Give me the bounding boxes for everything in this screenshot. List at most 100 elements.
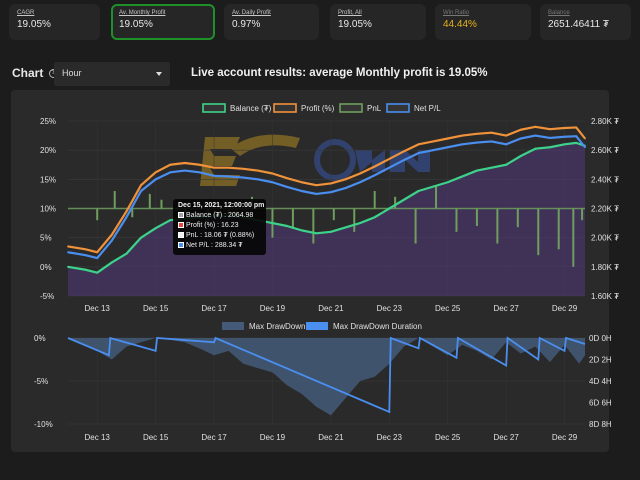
profit-line-point: [403, 150, 405, 153]
balance-line-point: [432, 185, 435, 188]
tooltip-profit-text: Profit (%) : 16.23: [186, 222, 239, 229]
x-tick-label: Dec 29: [552, 304, 578, 313]
profit-line-point: [563, 127, 566, 129]
balance-line-point: [329, 230, 332, 233]
profit-line-point: [584, 137, 586, 140]
y-tick-label-right: 1.60K ₮: [591, 292, 619, 301]
pnl-bar: [394, 196, 397, 209]
stat-value: 0.97%: [232, 19, 261, 30]
x-tick-label: Dec 27: [493, 304, 519, 313]
netpl-line-point: [490, 140, 493, 143]
profit-line-point: [84, 248, 87, 251]
interval-select[interactable]: Hour: [54, 62, 170, 86]
y-tick-label-left: 20%: [40, 146, 56, 155]
netpl-line-point: [359, 181, 361, 184]
profit-line-point: [125, 210, 128, 213]
balance-line-point: [519, 155, 522, 157]
stat-balance[interactable]: Balance 2651.46411 ₮: [540, 4, 631, 40]
x-tick-label: Dec 19: [260, 433, 286, 442]
x-tick-label: Dec 29: [552, 433, 578, 442]
netpl-line-point: [584, 146, 586, 149]
y-tick-label-left: 0%: [40, 263, 52, 272]
profit-line-point: [96, 251, 99, 254]
page-title: Live account results: average Monthly pr…: [191, 67, 488, 79]
stat-win-ratio[interactable]: Win Ratio 44.44%: [435, 4, 531, 40]
x-tick-label: Dec 17: [201, 304, 227, 313]
stat-cagr[interactable]: CAGR 19.05%: [9, 4, 100, 40]
pnl-bar: [291, 208, 294, 229]
legend-swatch: [386, 103, 410, 113]
pnl-bar: [572, 208, 575, 267]
balance-line-point: [505, 163, 508, 166]
balance-line-point: [563, 143, 566, 146]
balance-line-point: [315, 232, 318, 235]
netpl-line-point: [84, 254, 87, 257]
tooltip-row-profit: Profit (%) : 16.23: [178, 221, 261, 231]
drawdown-area: [68, 338, 585, 416]
netpl-line-point: [476, 141, 478, 144]
legend-label: Profit (%): [301, 104, 335, 113]
stat-label: CAGR: [17, 10, 35, 16]
drawdown-duration-line: [67, 336, 586, 414]
balance-line-point: [125, 252, 128, 255]
legend-label: Max DrawDown: [249, 322, 305, 331]
profit-line-point: [300, 181, 303, 184]
x-tick-label: Dec 15: [143, 304, 169, 313]
pnl-bar: [353, 208, 356, 232]
pnl-bar: [435, 185, 438, 209]
balance-line-point: [575, 141, 578, 144]
stat-monthly-profit[interactable]: Av. Monthly Profit 19.05%: [111, 4, 215, 40]
y-tick-label-right: 0D 0H: [589, 334, 612, 343]
profit-line-point: [344, 178, 347, 181]
tooltip-balance-text: Balance (₮) : 2064.98: [186, 212, 254, 219]
profit-line-point: [67, 245, 69, 248]
netpl-line-point: [432, 149, 435, 152]
profit-line-point: [417, 143, 420, 146]
balance-line-point: [403, 198, 405, 201]
netpl-line-point: [198, 171, 201, 174]
y-tick-label-right: 1.80K ₮: [591, 263, 619, 272]
balance-line-point: [344, 226, 347, 229]
pnl-bar: [131, 208, 134, 218]
y-tick-label-right: 2.40K ₮: [591, 175, 619, 184]
legend-swatch: [273, 103, 297, 113]
netpl-line-point: [169, 171, 172, 174]
profit-line-point: [519, 128, 522, 131]
stat-value: 19.05%: [338, 19, 372, 30]
balance-line-point: [286, 225, 288, 227]
profit-line-point: [183, 162, 186, 164]
profit-line-point: [271, 172, 274, 175]
netpl-line-point: [505, 143, 508, 146]
x-tick-label: Dec 17: [201, 433, 227, 442]
balance-line-point: [300, 229, 303, 232]
profit-line-point: [432, 140, 435, 143]
netpl-line-point: [140, 190, 142, 192]
stat-value: 19.05%: [119, 19, 153, 30]
stat-value: 2651.46411 ₮: [548, 19, 609, 30]
pnl-bar: [96, 208, 99, 221]
y-tick-label-left: 0%: [34, 334, 46, 343]
netpl-line-point: [549, 137, 551, 139]
balance-line-point: [140, 236, 142, 239]
tooltip-pnl-text: PnL : 18.06 ₮ (0.88%): [186, 232, 255, 239]
y-tick-label-left: 5%: [40, 234, 52, 243]
profit-line-point: [373, 165, 376, 168]
watermark-logo-icon: [200, 134, 430, 186]
netpl-line-point: [227, 175, 230, 178]
y-tick-label-left: -10%: [34, 420, 53, 429]
y-tick-label-left: 25%: [40, 117, 56, 126]
stat-value: 44.44%: [443, 19, 477, 30]
netpl-line-point: [125, 216, 128, 219]
pnl-bar: [414, 208, 417, 244]
y-tick-label-left: -5%: [40, 292, 54, 301]
y-tick-label-right: 8D 8H: [589, 420, 612, 429]
stat-daily-profit[interactable]: Av. Daily Profit 0.97%: [224, 4, 319, 40]
stat-profit-all[interactable]: Profit, All 19.05%: [330, 4, 426, 40]
y-tick-label-right: 2.80K ₮: [591, 117, 619, 126]
legend-label: Net P/L: [414, 104, 441, 113]
legend-swatch: [306, 322, 328, 330]
legend-label: Max DrawDown Duration: [333, 322, 422, 331]
x-tick-label: Dec 21: [318, 433, 344, 442]
y-tick-label-left: 15%: [40, 175, 56, 184]
